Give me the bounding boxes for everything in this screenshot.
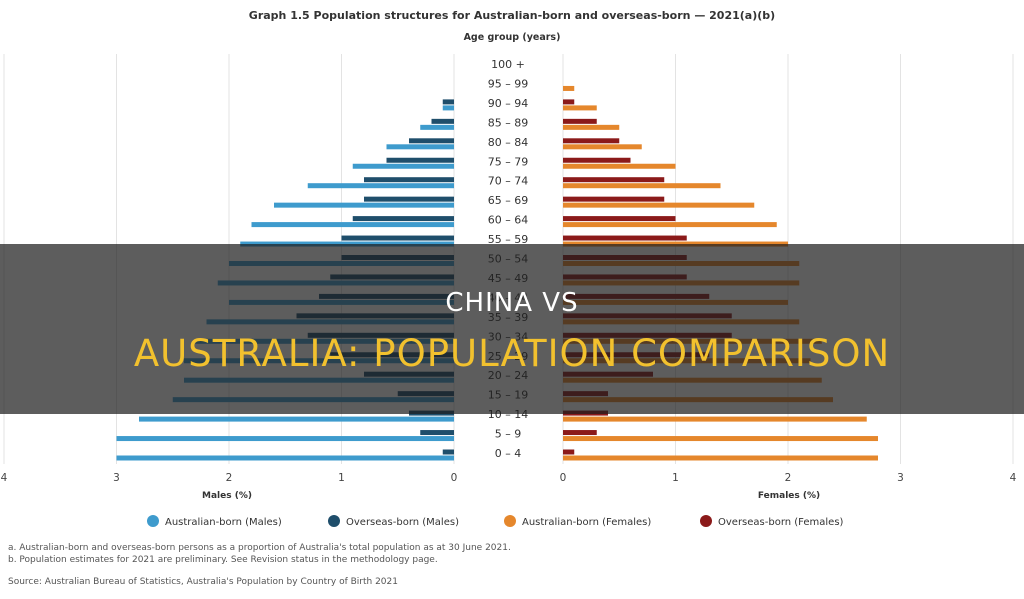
overlay-title-line-1: CHINA VS — [445, 288, 579, 318]
bar-australian-born-females-90-94 — [563, 105, 597, 111]
bar-australian-born-females-95-99 — [563, 85, 575, 91]
legend-label: Australian-born (Males) — [165, 517, 282, 528]
bar-overseas-born-females-70-74 — [563, 177, 665, 183]
age-label-65-69: 65 – 69 — [488, 194, 529, 207]
legend-swatch — [147, 515, 159, 527]
source-note: Source: Australian Bureau of Statistics,… — [8, 577, 398, 587]
x-tick-label: 4 — [1010, 472, 1017, 484]
bar-australian-born-males-90-94 — [442, 105, 454, 111]
bar-australian-born-males-85-89 — [420, 124, 454, 130]
bar-australian-born-females-80-84 — [563, 144, 642, 150]
bar-australian-born-males-80-84 — [386, 144, 454, 150]
x-axis-label-males: Males (%) — [202, 491, 252, 501]
age-label-55-59: 55 – 59 — [488, 233, 529, 246]
age-label-80-84: 80 – 84 — [488, 136, 529, 149]
bar-australian-born-females-0-4 — [563, 455, 878, 461]
age-label-95-99: 95 – 99 — [488, 77, 529, 90]
age-label-85-89: 85 – 89 — [488, 116, 529, 129]
legend-label: Overseas-born (Males) — [346, 517, 459, 528]
legend-swatch — [700, 515, 712, 527]
bar-overseas-born-males-85-89 — [431, 118, 454, 124]
bar-australian-born-females-5-9 — [563, 436, 878, 442]
bar-overseas-born-females-55-59 — [563, 235, 687, 241]
bar-australian-born-males-0-4 — [116, 455, 454, 461]
legend-swatch — [504, 515, 516, 527]
x-axis-ticks: 4 3 2 1 0 0 1 2 3 4 — [1, 472, 1017, 484]
x-tick-label: 0 — [560, 472, 567, 484]
overlay-title-line-2: AUSTRALIA: POPULATION COMPARISON — [133, 332, 891, 375]
chart-legend: Australian-born (Males) Overseas-born (Ma… — [147, 515, 844, 528]
bar-overseas-born-males-65-69 — [364, 196, 454, 202]
bar-overseas-born-males-0-4 — [442, 449, 454, 455]
x-tick-label: 1 — [338, 472, 345, 484]
bar-australian-born-males-65-69 — [274, 202, 454, 208]
bar-australian-born-females-10-14 — [563, 416, 867, 422]
x-tick-label: 0 — [451, 472, 458, 484]
x-tick-label: 3 — [113, 472, 120, 484]
age-axis-label: Age group (years) — [464, 32, 561, 43]
bar-australian-born-females-65-69 — [563, 202, 755, 208]
bar-australian-born-females-60-64 — [563, 222, 777, 228]
bar-australian-born-males-70-74 — [307, 183, 454, 189]
bar-overseas-born-females-0-4 — [563, 449, 575, 455]
bar-overseas-born-males-5-9 — [420, 430, 454, 436]
footnote-a: a. Australian-born and overseas-born per… — [8, 543, 511, 553]
bar-australian-born-males-10-14 — [139, 416, 454, 422]
footnote-b: b. Population estimates for 2021 are pre… — [8, 555, 438, 565]
bar-overseas-born-males-55-59 — [341, 235, 454, 241]
legend-item-australian-born-males: Australian-born (Males) — [147, 515, 282, 528]
chart-title: Graph 1.5 Population structures for Aust… — [249, 9, 775, 22]
x-tick-label: 1 — [672, 472, 679, 484]
legend-item-overseas-born-males: Overseas-born (Males) — [328, 515, 459, 528]
bar-overseas-born-females-85-89 — [563, 118, 597, 124]
bar-overseas-born-males-70-74 — [364, 177, 454, 183]
legend-item-overseas-born-females: Overseas-born (Females) — [700, 515, 844, 528]
x-tick-label: 4 — [1, 472, 8, 484]
x-tick-label: 2 — [226, 472, 233, 484]
legend-label: Overseas-born (Females) — [718, 517, 844, 528]
bar-australian-born-females-75-79 — [563, 163, 676, 169]
bar-overseas-born-males-80-84 — [409, 138, 454, 144]
age-label-100: 100 + — [491, 58, 525, 71]
x-axis-label-females: Females (%) — [758, 491, 820, 501]
bar-overseas-born-females-60-64 — [563, 216, 676, 222]
legend-label: Australian-born (Females) — [522, 517, 651, 528]
age-label-90-94: 90 – 94 — [488, 97, 529, 110]
age-label-5-9: 5 – 9 — [495, 428, 522, 441]
age-label-75-79: 75 – 79 — [488, 155, 529, 168]
x-tick-label: 3 — [897, 472, 904, 484]
legend-item-australian-born-females: Australian-born (Females) — [504, 515, 651, 528]
bar-overseas-born-females-65-69 — [563, 196, 665, 202]
bar-overseas-born-females-90-94 — [563, 99, 575, 105]
bar-australian-born-females-85-89 — [563, 124, 620, 130]
bar-overseas-born-males-90-94 — [442, 99, 454, 105]
bar-overseas-born-males-60-64 — [352, 216, 454, 222]
x-tick-label: 2 — [785, 472, 792, 484]
age-label-60-64: 60 – 64 — [488, 214, 529, 227]
bar-overseas-born-males-75-79 — [386, 157, 454, 163]
bar-australian-born-males-5-9 — [116, 436, 454, 442]
age-label-0-4: 0 – 4 — [495, 447, 522, 460]
bar-overseas-born-females-75-79 — [563, 157, 631, 163]
age-label-70-74: 70 – 74 — [488, 175, 529, 188]
bar-overseas-born-females-80-84 — [563, 138, 620, 144]
bar-australian-born-females-70-74 — [563, 183, 721, 189]
bar-australian-born-males-75-79 — [352, 163, 454, 169]
bar-overseas-born-females-5-9 — [563, 430, 597, 436]
legend-swatch — [328, 515, 340, 527]
title-overlay-banner: CHINA VS AUSTRALIA: POPULATION COMPARISO… — [0, 244, 1024, 414]
bar-australian-born-males-60-64 — [251, 222, 454, 228]
